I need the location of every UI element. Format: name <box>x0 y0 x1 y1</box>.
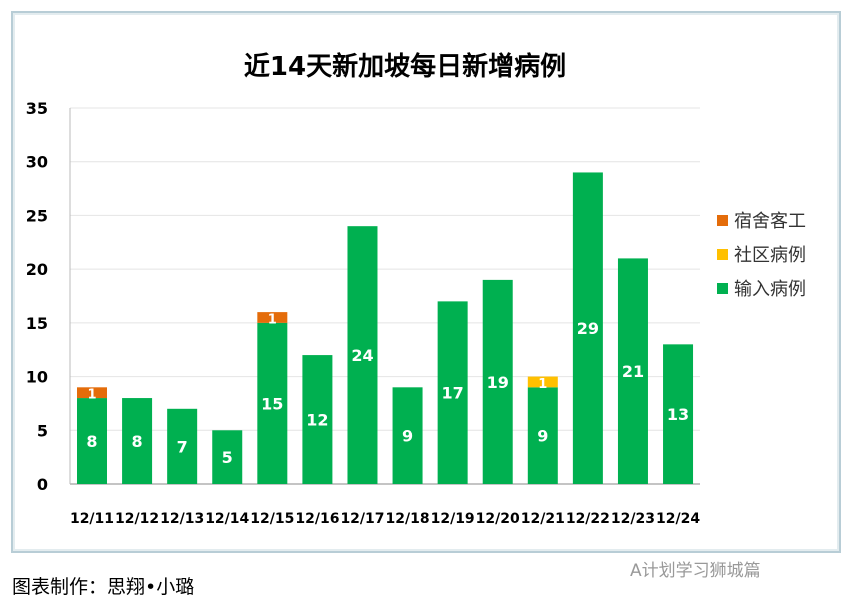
x-tick-label: 12/16 <box>295 511 339 527</box>
data-label: 13 <box>667 405 689 424</box>
x-tick-label: 12/21 <box>521 511 565 527</box>
legend-label: 社区病例 <box>734 245 806 266</box>
chart-credit: 图表制作：思翔•小璐 <box>12 576 195 598</box>
x-tick-label: 12/22 <box>566 511 610 527</box>
x-tick-label: 12/19 <box>431 511 475 527</box>
bar-12/15-输入病例 <box>257 322 288 484</box>
legend-swatch <box>717 249 728 260</box>
x-tick-label: 12/15 <box>250 511 294 527</box>
bar-12/15-宿舍客工 <box>257 312 288 323</box>
bar-12/23-输入病例 <box>617 258 648 484</box>
y-tick-label: 10 <box>26 368 48 387</box>
bar-12/20-输入病例 <box>482 279 513 484</box>
y-tick-label: 15 <box>26 314 48 333</box>
bar-12/11-输入病例 <box>77 398 107 484</box>
bar-12/22-输入病例 <box>572 172 603 484</box>
chart-frame <box>11 11 841 553</box>
data-label: 1 <box>268 312 277 327</box>
watermark: A计划学习狮城篇 <box>630 561 761 581</box>
x-tick-label: 12/18 <box>386 511 430 527</box>
data-label: 21 <box>622 362 644 381</box>
y-tick-label: 20 <box>26 260 48 279</box>
y-tick-label: 25 <box>26 206 48 225</box>
chart-title: 近14天新加坡每日新增病例 <box>244 51 566 82</box>
y-tick-label: 30 <box>26 153 48 172</box>
y-tick-label: 35 <box>26 99 48 118</box>
data-label: 9 <box>537 427 548 446</box>
x-tick-label: 12/12 <box>115 511 159 527</box>
legend-swatch <box>717 215 728 226</box>
x-tick-label: 12/23 <box>611 511 655 527</box>
data-label: 24 <box>351 346 373 365</box>
legend-label: 宿舍客工 <box>734 211 806 232</box>
x-tick-label: 12/13 <box>160 511 204 527</box>
bar-12/19-输入病例 <box>437 301 468 484</box>
bar-12/17-输入病例 <box>347 226 378 484</box>
bar-12/21-社区病例 <box>527 376 558 388</box>
bar-12/24-输入病例 <box>663 344 694 484</box>
legend-swatch <box>717 283 728 294</box>
data-label: 8 <box>86 432 97 451</box>
bar-12/16-输入病例 <box>302 355 333 484</box>
data-label: 1 <box>538 377 547 392</box>
data-label: 7 <box>177 437 188 456</box>
x-tick-label: 12/17 <box>340 511 384 527</box>
x-tick-label: 12/24 <box>656 511 700 527</box>
data-label: 29 <box>577 319 599 338</box>
bar-12/21-输入病例 <box>527 387 558 484</box>
data-label: 17 <box>442 384 464 403</box>
bar-chart: 近14天新加坡每日新增病例051015202530358112/11812/12… <box>26 51 806 527</box>
data-label: 19 <box>487 373 509 392</box>
data-label: 1 <box>87 388 96 403</box>
data-label: 5 <box>222 448 233 467</box>
x-tick-label: 12/14 <box>205 511 249 527</box>
data-label: 12 <box>306 411 328 430</box>
legend-label: 输入病例 <box>734 279 806 300</box>
bar-12/11-宿舍客工 <box>77 387 107 399</box>
y-tick-label: 5 <box>37 421 48 440</box>
bar-12/12-输入病例 <box>122 398 153 484</box>
data-label: 9 <box>402 427 413 446</box>
bar-12/18-输入病例 <box>392 387 423 484</box>
bar-12/13-输入病例 <box>167 408 198 484</box>
bar-12/14-输入病例 <box>212 430 243 484</box>
x-tick-label: 12/20 <box>476 511 520 527</box>
data-label: 8 <box>132 432 143 451</box>
x-tick-label: 12/11 <box>70 511 114 527</box>
data-label: 15 <box>261 394 283 413</box>
y-tick-label: 0 <box>37 475 48 494</box>
